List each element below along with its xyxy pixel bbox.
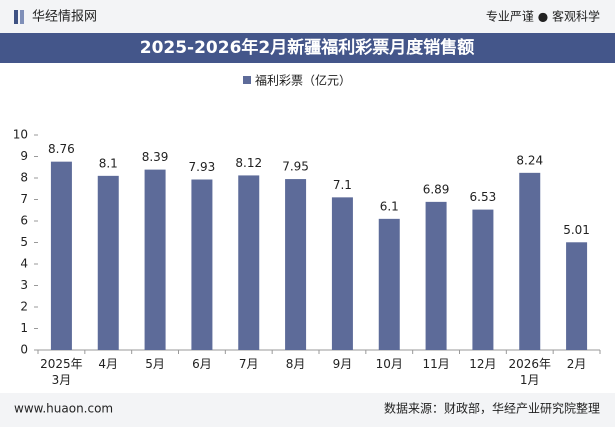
x-tick-label: 2025年 3月 — [40, 357, 83, 387]
x-tick-label: 2月 — [567, 357, 587, 371]
y-tick-label: 2 — [20, 300, 28, 314]
y-tick-label: 1 — [20, 321, 28, 335]
value-label: 8.12 — [235, 156, 262, 170]
value-label: 5.01 — [563, 223, 590, 237]
x-tick-label: 7月 — [239, 357, 259, 371]
legend-label: 福利彩票（亿元） — [255, 73, 351, 88]
bar — [378, 218, 400, 350]
y-tick-label: 0 — [20, 343, 28, 357]
value-label: 6.53 — [470, 190, 497, 204]
bar — [191, 179, 213, 350]
x-tick-label: 5月 — [145, 357, 165, 371]
bar — [285, 179, 307, 350]
value-label: 7.95 — [282, 160, 309, 174]
bar — [50, 161, 72, 350]
logo — [20, 10, 24, 24]
y-tick-label: 9 — [20, 149, 28, 163]
y-tick-label: 10 — [13, 128, 28, 142]
value-label: 7.93 — [189, 160, 216, 174]
x-tick-label: 11月 — [422, 357, 449, 371]
bar — [331, 197, 353, 350]
x-tick-label: 2026年 1月 — [508, 357, 551, 387]
y-tick-label: 4 — [20, 257, 28, 271]
value-label: 7.1 — [333, 178, 352, 192]
header-bar — [0, 0, 615, 33]
bar — [472, 209, 494, 350]
bar — [144, 169, 166, 350]
footer-source: 数据来源：财政部，华经产业研究院整理 — [384, 401, 600, 416]
bar — [425, 201, 447, 350]
y-tick-label: 3 — [20, 278, 28, 292]
bar — [97, 175, 119, 350]
slogan: 专业严谨 ● 客观科学 — [486, 9, 600, 24]
x-tick-label: 6月 — [192, 357, 212, 371]
x-tick-label: 4月 — [98, 357, 118, 371]
y-tick-label: 5 — [20, 235, 28, 249]
logo — [14, 10, 18, 24]
x-tick-label: 12月 — [469, 357, 496, 371]
bar — [519, 172, 541, 350]
value-label: 8.1 — [99, 156, 118, 170]
bar — [566, 242, 588, 350]
value-label: 8.76 — [48, 142, 75, 156]
legend-swatch — [243, 76, 251, 84]
value-label: 8.24 — [516, 153, 543, 167]
chart-title: 2025-2026年2月新疆福利彩票月度销售额 — [140, 37, 475, 58]
title-bar — [0, 33, 615, 63]
footer-site: www.huaon.com — [14, 402, 113, 416]
x-tick-label: 9月 — [333, 357, 353, 371]
value-label: 8.39 — [142, 150, 169, 164]
bar — [238, 175, 260, 350]
y-tick-label: 6 — [20, 214, 28, 228]
value-label: 6.89 — [423, 182, 450, 196]
x-tick-label: 8月 — [286, 357, 306, 371]
y-tick-label: 7 — [20, 192, 28, 206]
y-tick-label: 8 — [20, 171, 28, 185]
value-label: 6.1 — [380, 199, 399, 213]
brand: 华经情报网 — [32, 10, 97, 25]
footer-bar — [0, 393, 615, 427]
x-tick-label: 10月 — [376, 357, 403, 371]
